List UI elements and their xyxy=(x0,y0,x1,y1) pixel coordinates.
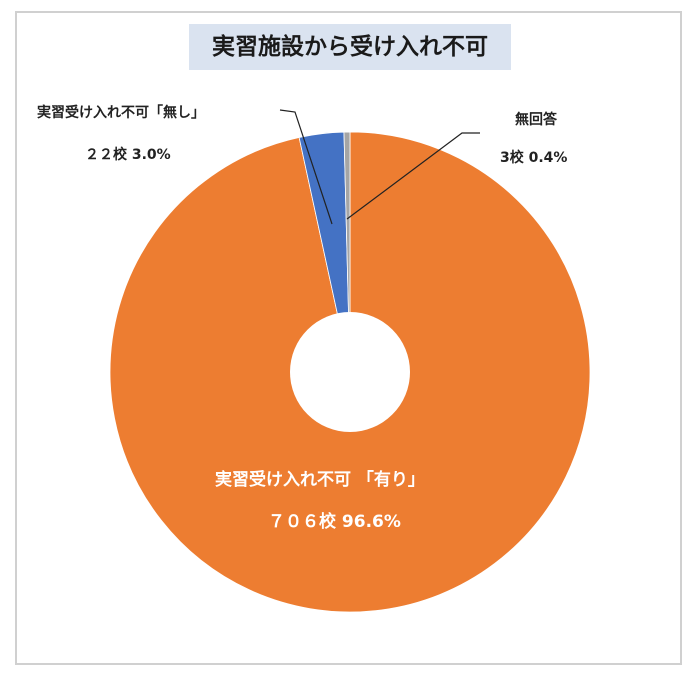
label-mukaitou-name: 無回答 xyxy=(515,112,557,128)
label-nashi-value: ２２校 3.0% xyxy=(85,147,171,163)
leader-line-nashi xyxy=(279,109,333,225)
label-nashi-name: 実習受け入れ不可「無し」 xyxy=(37,105,205,121)
label-ari-name: 実習受け入れ不可 「有り」 xyxy=(215,470,425,490)
chart-title: 実習施設から受け入れ不可 xyxy=(189,24,511,70)
label-ari-value: ７０６校 96.6% xyxy=(268,512,401,532)
slice-mukaitou xyxy=(343,131,351,373)
label-mukaitou-value: 3校 0.4% xyxy=(500,150,568,166)
donut-hole xyxy=(290,312,410,432)
leader-line-mukaitou xyxy=(346,132,480,220)
